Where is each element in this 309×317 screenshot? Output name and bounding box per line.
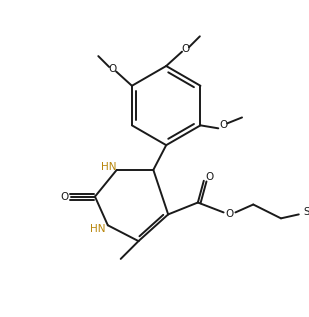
Text: O: O xyxy=(219,120,227,130)
Text: HN: HN xyxy=(90,224,106,234)
Text: O: O xyxy=(108,64,116,74)
Text: HN: HN xyxy=(101,162,116,172)
Text: S: S xyxy=(303,207,309,217)
Text: O: O xyxy=(225,210,234,219)
Text: O: O xyxy=(60,191,68,202)
Text: O: O xyxy=(182,44,190,54)
Text: O: O xyxy=(205,172,214,182)
